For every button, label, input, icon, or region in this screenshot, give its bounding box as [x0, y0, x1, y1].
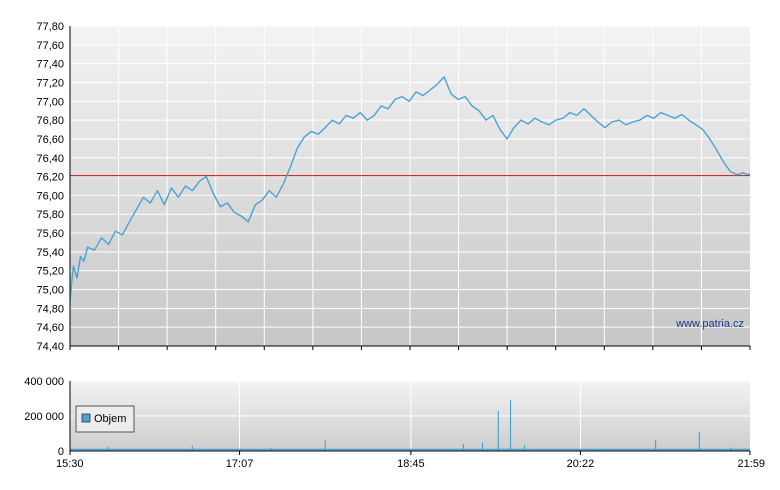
price-y-tick-label: 77,60: [36, 40, 64, 52]
volume-x-tick-label: 15:30: [56, 458, 84, 470]
price-y-tick-label: 74,60: [36, 322, 64, 334]
volume-x-tick-label: 17:07: [226, 458, 254, 470]
price-series-line: [69, 76, 751, 301]
price-y-tick-label: 76,60: [36, 134, 64, 146]
volume-y-axis: 0 200 000 400 000: [24, 376, 64, 458]
volume-chart: 0 200 000 400 000 15:30 17:07 18:45 20:22 21:5…: [24, 376, 765, 470]
volume-x-tick-label: 21:59: [737, 458, 765, 470]
price-y-tick-label: 77,00: [36, 96, 64, 108]
price-y-tick-label: 75,60: [36, 228, 64, 240]
price-y-tick-label: 76,20: [36, 172, 64, 184]
volume-y-tick-label: 400 000: [24, 376, 64, 388]
price-y-tick-label: 77,40: [36, 59, 64, 71]
volume-x-tick-label: 18:45: [397, 458, 425, 470]
price-y-tick-label: 77,20: [36, 77, 64, 89]
volume-y-tick-label: 200 000: [24, 411, 64, 423]
price-y-tick-label: 74,80: [36, 303, 64, 315]
price-y-tick-label: 77,80: [36, 21, 64, 33]
price-chart: 74,40 74,60 74,80 75,00 75,20 75,40 75,60 75,80…: [36, 21, 751, 353]
volume-x-axis: 15:30 17:07 18:45 20:22 21:59: [56, 451, 765, 470]
price-y-tick-label: 76,80: [36, 115, 64, 127]
volume-bars: [70, 400, 750, 451]
legend-label: Objem: [94, 413, 126, 425]
legend-swatch: [81, 413, 91, 423]
volume-y-tick-label: 0: [58, 446, 64, 458]
watermark: www.patria.cz: [675, 318, 744, 330]
price-y-tick-label: 75,40: [36, 247, 64, 259]
price-y-tick-label: 75,20: [36, 266, 64, 278]
price-x-axis: [69, 346, 751, 350]
price-y-tick-label: 75,80: [36, 209, 64, 221]
volume-legend: Objem: [75, 405, 135, 433]
price-grid: [70, 25, 750, 347]
price-y-tick-label: 76,00: [36, 190, 64, 202]
price-y-axis: 74,40 74,60 74,80 75,00 75,20 75,40 75,60 75,80…: [36, 21, 64, 353]
volume-x-tick-label: 20:22: [567, 458, 595, 470]
price-y-tick-label: 75,00: [36, 285, 64, 297]
price-y-tick-label: 74,40: [36, 341, 64, 353]
price-y-tick-label: 76,40: [36, 153, 64, 165]
